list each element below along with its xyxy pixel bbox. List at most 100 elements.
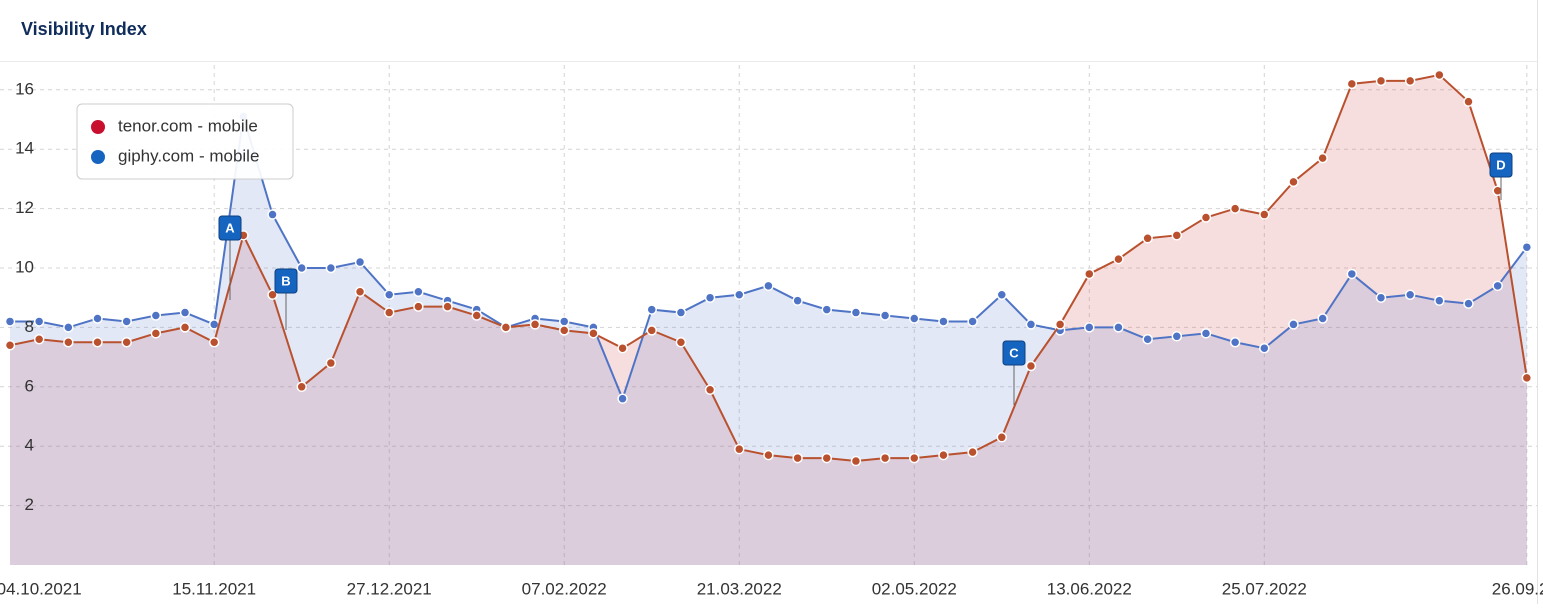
point (1521, 241, 1533, 253)
point (529, 319, 541, 330)
area (10, 116, 1527, 565)
y-tick-label: 4 (25, 436, 34, 455)
point (121, 337, 132, 348)
point (1171, 331, 1183, 342)
point (1084, 322, 1095, 333)
x-tick-label: 26.09.2022 (1492, 579, 1543, 598)
point (179, 322, 191, 333)
legend-marker (91, 150, 105, 164)
point (792, 452, 803, 464)
point (354, 286, 366, 298)
point (1463, 298, 1474, 309)
point (267, 289, 278, 300)
point (1492, 185, 1503, 197)
point (1404, 75, 1416, 87)
point (675, 337, 687, 348)
point (1142, 233, 1153, 244)
x-tick-label: 07.02.2022 (522, 579, 607, 598)
point (1142, 334, 1153, 345)
x-tick-label: 25.07.2022 (1222, 579, 1307, 598)
point (1200, 212, 1212, 223)
point (1259, 342, 1270, 354)
x-tick-label: 27.12.2021 (347, 579, 432, 598)
point (500, 322, 512, 333)
x-tick-label: 02.05.2022 (872, 579, 957, 598)
point (179, 307, 191, 318)
point (704, 384, 716, 396)
point (4, 316, 16, 327)
point (879, 452, 891, 464)
point (646, 304, 657, 315)
point (1434, 295, 1445, 306)
point (1025, 360, 1037, 372)
point (296, 381, 307, 393)
annotation-label: C (1009, 345, 1019, 360)
point (1200, 328, 1212, 339)
point (1404, 289, 1416, 300)
point (588, 328, 599, 339)
point (1346, 268, 1358, 280)
point (1229, 203, 1241, 214)
point (617, 393, 628, 404)
point (383, 307, 395, 318)
point (763, 280, 774, 292)
point (413, 286, 424, 298)
point (909, 313, 920, 324)
point (1346, 78, 1358, 90)
point (33, 334, 45, 345)
point (471, 310, 482, 321)
point (442, 301, 453, 312)
annotation-box (1002, 340, 1026, 366)
point (646, 325, 657, 336)
x-tick-label: 15.11.2021 (172, 579, 256, 598)
point (92, 313, 103, 324)
y-tick-label: 16 (15, 79, 34, 98)
annotation-label: D (1496, 157, 1505, 172)
point (850, 455, 862, 467)
point (617, 342, 628, 354)
x-tick-label: 21.03.2022 (697, 579, 782, 598)
point (1025, 319, 1037, 330)
point (967, 446, 978, 458)
point (850, 307, 862, 318)
point (296, 262, 307, 274)
point (1434, 69, 1445, 81)
point (150, 310, 162, 321)
area (10, 74, 1527, 565)
point (909, 452, 920, 464)
point (325, 262, 337, 274)
point (996, 432, 1008, 443)
point (792, 295, 803, 306)
point (267, 209, 278, 220)
annotation-label: B (281, 273, 290, 288)
point (413, 301, 424, 312)
point (558, 325, 570, 336)
point (1521, 372, 1533, 384)
y-tick-label: 14 (15, 139, 34, 158)
point (1317, 152, 1328, 164)
annotation-box (218, 215, 242, 241)
chart-title: Visibility Index (21, 19, 147, 39)
point (821, 304, 833, 315)
point (121, 316, 132, 327)
point (325, 357, 337, 369)
point (996, 289, 1008, 300)
x-tick-label: 04.10.2021 (0, 579, 82, 598)
point (1113, 322, 1124, 333)
y-tick-label: 2 (25, 495, 34, 514)
point (150, 328, 162, 339)
point (1317, 313, 1328, 324)
point (1113, 253, 1124, 265)
point (63, 337, 74, 348)
point (967, 316, 978, 327)
y-tick-label: 8 (25, 317, 34, 336)
y-tick-label: 6 (25, 376, 34, 395)
y-tick-label: 12 (15, 198, 34, 217)
point (879, 310, 891, 321)
legend-box (76, 103, 294, 180)
point (938, 449, 949, 461)
annotation-box (1489, 152, 1513, 178)
point (1054, 319, 1066, 330)
